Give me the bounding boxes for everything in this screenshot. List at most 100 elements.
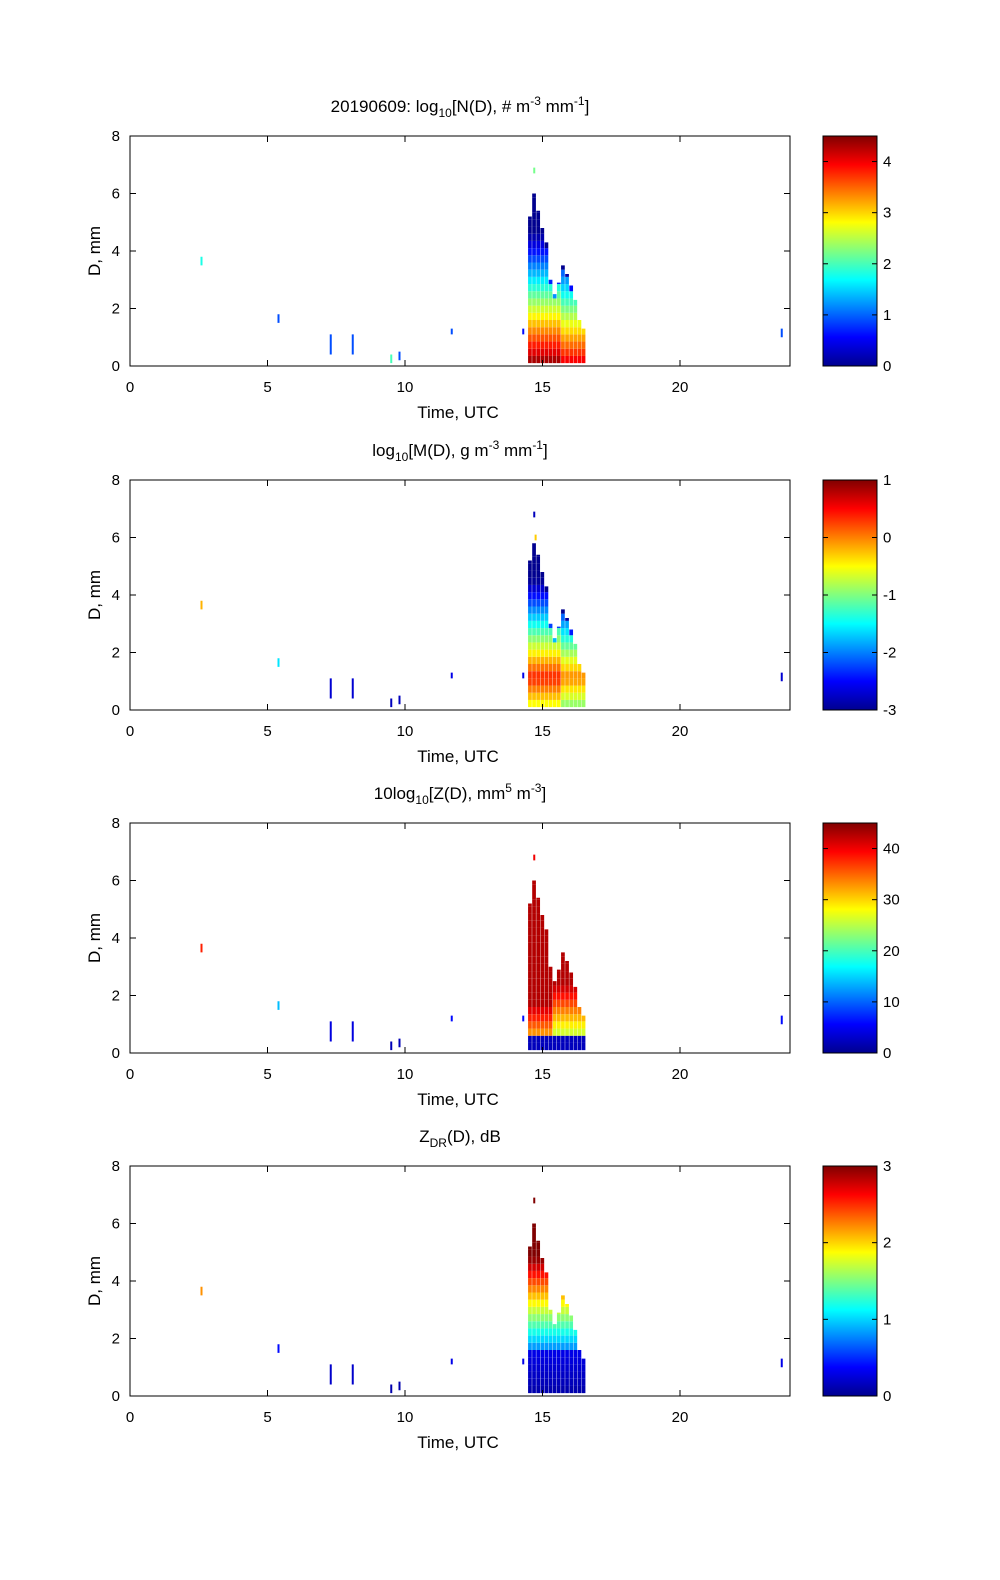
storm-cell bbox=[565, 355, 569, 364]
storm-cell bbox=[532, 880, 536, 885]
storm-cell bbox=[561, 685, 565, 693]
title-part: 5 bbox=[505, 781, 512, 795]
colorbar-bar bbox=[822, 822, 878, 1054]
storm-cell bbox=[577, 1021, 582, 1029]
storm-cell bbox=[581, 1015, 586, 1022]
colorbar: 0 10 20 30 40 bbox=[822, 822, 900, 1062]
storm-cell bbox=[561, 628, 565, 636]
storm-cell bbox=[540, 248, 545, 256]
storm-cell bbox=[548, 1007, 553, 1015]
storm-cell bbox=[565, 274, 569, 277]
storm-cell bbox=[528, 992, 532, 1000]
storm-cell bbox=[556, 992, 561, 1000]
storm-cell bbox=[532, 269, 536, 277]
storm-cell bbox=[536, 999, 541, 1007]
storm-cell bbox=[569, 1315, 574, 1322]
storm-cell bbox=[536, 949, 541, 957]
storm-cell bbox=[536, 348, 541, 356]
storm-cell bbox=[573, 1371, 578, 1379]
storm-cell bbox=[573, 1042, 578, 1051]
storm-cell bbox=[540, 1278, 545, 1286]
storm-cell bbox=[532, 942, 536, 950]
storm-cell bbox=[532, 563, 536, 571]
storm-cell bbox=[544, 1278, 549, 1286]
storm-cell bbox=[552, 1350, 557, 1358]
storm-cell bbox=[565, 978, 569, 986]
storm-cell bbox=[536, 1342, 541, 1350]
storm-cell bbox=[565, 1328, 569, 1336]
data-cell bbox=[780, 672, 783, 682]
storm-cell bbox=[556, 1385, 561, 1394]
storm-cell bbox=[573, 692, 578, 700]
storm-cell bbox=[536, 563, 541, 571]
title-part: ] bbox=[585, 97, 590, 116]
storm-cell bbox=[556, 1378, 561, 1386]
storm-cell bbox=[540, 1258, 545, 1264]
storm-cell bbox=[540, 1292, 545, 1300]
storm-cell bbox=[544, 1385, 549, 1394]
storm-cell bbox=[556, 341, 561, 349]
storm-cell bbox=[561, 276, 565, 285]
x-tick-label: 5 bbox=[263, 723, 271, 740]
storm-cell bbox=[540, 920, 545, 928]
colorbar-tick-label: -2 bbox=[883, 645, 896, 662]
title-part: ] bbox=[543, 441, 548, 460]
data-cell bbox=[351, 1364, 354, 1385]
y-axis-label: D, mm bbox=[85, 570, 104, 620]
data-cell bbox=[351, 678, 354, 699]
colorbar-tick-label: 0 bbox=[883, 530, 891, 547]
storm-cell bbox=[548, 298, 553, 306]
storm-cell bbox=[548, 978, 553, 986]
storm-cell bbox=[581, 692, 586, 700]
storm-cell bbox=[540, 305, 545, 313]
storm-cell bbox=[569, 999, 574, 1007]
storm-cell bbox=[561, 327, 565, 335]
colorbar-tick-label: 2 bbox=[883, 1235, 891, 1252]
storm-cell bbox=[540, 599, 545, 607]
storm-cell bbox=[569, 341, 574, 349]
storm-cell bbox=[581, 699, 586, 708]
storm-cell bbox=[573, 1385, 578, 1394]
storm-cell bbox=[532, 606, 536, 614]
storm-cell bbox=[577, 327, 582, 335]
data-cell bbox=[351, 334, 354, 355]
storm-cell bbox=[540, 327, 545, 335]
storm-cell bbox=[561, 978, 565, 986]
storm-cell bbox=[532, 685, 536, 693]
storm-cell bbox=[552, 355, 557, 364]
storm-cell bbox=[569, 1321, 574, 1329]
colorbar-tick-label: 10 bbox=[883, 994, 900, 1011]
storm-cell bbox=[540, 1042, 545, 1051]
storm-cell bbox=[556, 664, 561, 672]
storm-cell bbox=[536, 570, 541, 578]
storm-cell bbox=[528, 262, 532, 270]
storm-cell bbox=[552, 327, 557, 335]
storm-cell bbox=[548, 1035, 553, 1043]
storm-cell bbox=[556, 678, 561, 686]
storm-cell bbox=[532, 262, 536, 270]
storm-cell bbox=[573, 312, 578, 320]
storm-cell bbox=[536, 1321, 541, 1329]
storm-cell bbox=[573, 986, 578, 993]
storm-cell bbox=[528, 699, 532, 708]
storm-cell bbox=[569, 1357, 574, 1365]
storm-cell bbox=[565, 1028, 569, 1036]
storm-cell bbox=[528, 949, 532, 957]
storm-cell bbox=[561, 1314, 565, 1322]
y-axis-label: D, mm bbox=[85, 1256, 104, 1306]
storm-cell bbox=[569, 298, 574, 306]
y-tick-label: 4 bbox=[112, 1273, 120, 1290]
storm-cell bbox=[556, 284, 561, 292]
y-tick-label: 6 bbox=[112, 873, 120, 890]
storm-cell bbox=[573, 685, 578, 693]
storm-cell bbox=[548, 999, 553, 1007]
storm-cell bbox=[573, 1357, 578, 1365]
storm-cell bbox=[561, 1350, 565, 1358]
storm-cell bbox=[548, 671, 553, 679]
storm-cell bbox=[532, 205, 536, 213]
plot-area bbox=[130, 1166, 790, 1396]
data-cell bbox=[329, 1021, 332, 1042]
storm-cell bbox=[561, 1035, 565, 1043]
storm-cell bbox=[573, 1335, 578, 1343]
storm-cell bbox=[548, 1335, 553, 1343]
